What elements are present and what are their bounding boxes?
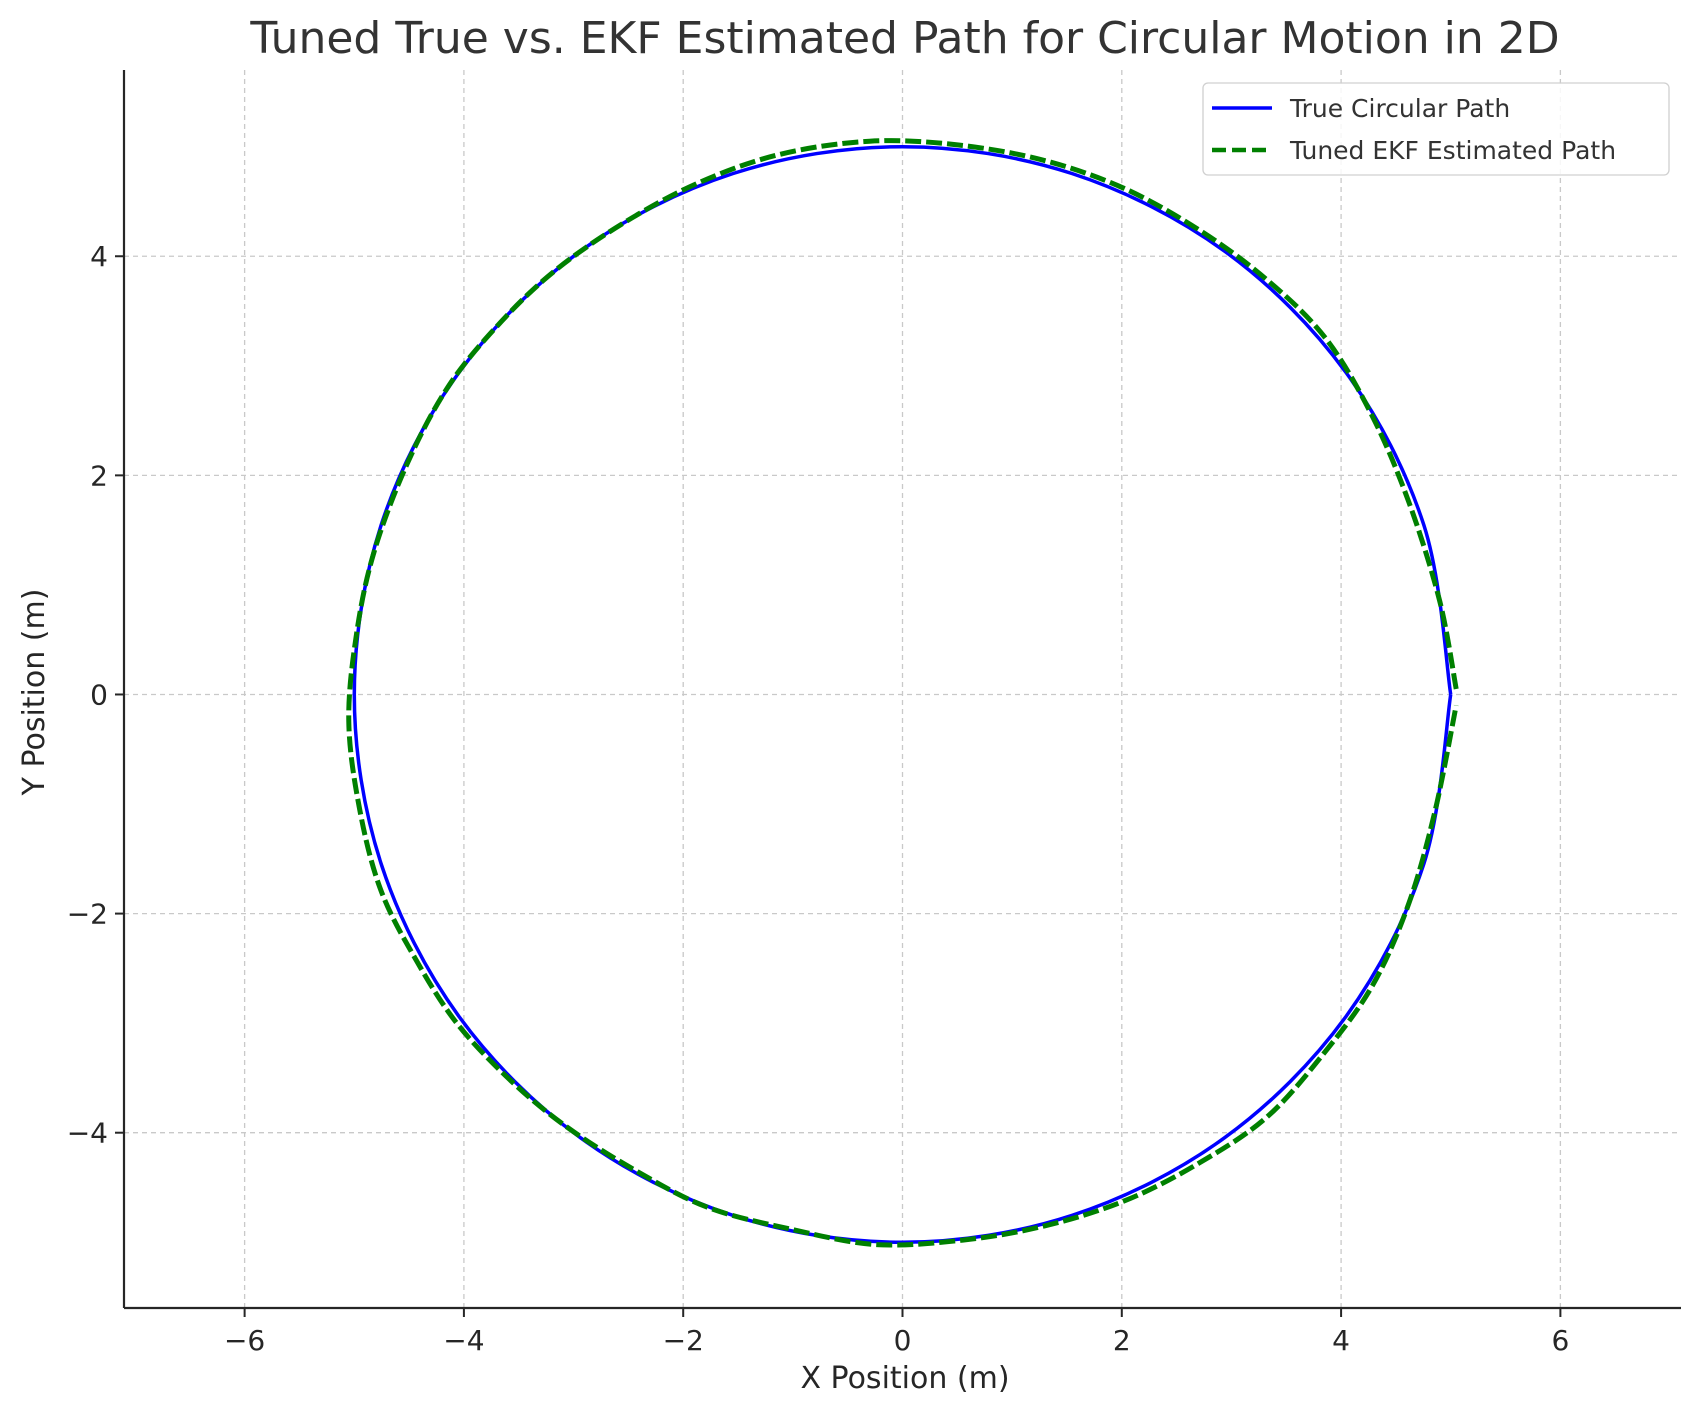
legend: True Circular Path Tuned EKF Estimated P…: [1202, 82, 1670, 176]
x-tick-label: −2: [663, 1324, 704, 1357]
x-tick-label: 4: [1332, 1324, 1350, 1357]
y-tick-label: 0: [90, 678, 108, 711]
grid: [124, 70, 1681, 1308]
ticks: −6 −4 −2 0 2 4 6 −4 −2 0 2 4: [67, 240, 1570, 1357]
x-tick-label: 0: [894, 1324, 912, 1357]
series-layer: [346, 138, 1459, 1248]
y-tick-label: 2: [90, 459, 108, 492]
y-tick-label: 4: [90, 240, 108, 273]
x-axis-label: X Position (m): [800, 1361, 1009, 1396]
y-tick-label: −4: [67, 1117, 108, 1150]
legend-label-true-path: True Circular Path: [1289, 94, 1510, 123]
legend-label-ekf-path: Tuned EKF Estimated Path: [1289, 136, 1616, 165]
true-path-line: [352, 144, 1453, 1245]
x-tick-label: 6: [1551, 1324, 1569, 1357]
ekf-estimated-path-line: [346, 138, 1459, 1248]
x-tick-label: 2: [1113, 1324, 1131, 1357]
x-tick-label: −6: [224, 1324, 265, 1357]
x-tick-label: −4: [443, 1324, 484, 1357]
chart-title: Tuned True vs. EKF Estimated Path for Ci…: [249, 13, 1559, 64]
legend-box: [1202, 82, 1670, 176]
y-tick-label: −2: [67, 898, 108, 931]
y-axis-label: Y Position (m): [17, 589, 52, 797]
